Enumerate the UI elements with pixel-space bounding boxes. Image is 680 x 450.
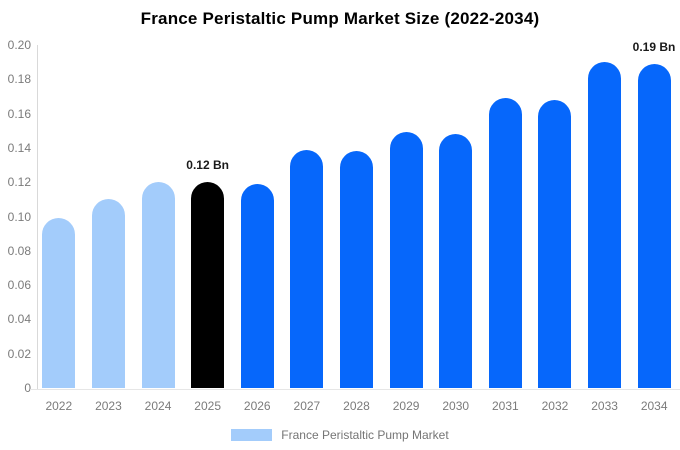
x-axis-line	[30, 389, 680, 390]
legend-label: France Peristaltic Pump Market	[281, 428, 449, 442]
y-tick-label-0.12: 0.12	[7, 175, 31, 190]
y-tick-label-0.20: 0.20	[7, 38, 31, 52]
legend-swatch	[231, 429, 273, 441]
y-axis-line	[37, 45, 38, 389]
y-tick-label-0.10: 0.10	[7, 209, 31, 224]
bar-2029[interactable]	[389, 132, 423, 388]
bar-2028[interactable]	[340, 151, 373, 388]
x-tick-label-2034: 2034	[640, 399, 668, 413]
chart-title: France Peristaltic Pump Market Size (202…	[140, 9, 540, 28]
y-tick-label-0.06: 0.06	[7, 278, 31, 293]
legend[interactable]: France Peristaltic Pump Market	[0, 426, 680, 444]
bar-2024[interactable]	[141, 182, 175, 388]
x-tick-label-2033: 2033	[591, 399, 618, 413]
bar-2023[interactable]	[91, 199, 125, 388]
x-tick-label-2023: 2023	[95, 399, 122, 413]
x-tick-label-2025: 2025	[194, 399, 221, 413]
bar-2032[interactable]	[538, 99, 572, 388]
y-tick-label-0.08: 0.08	[7, 243, 31, 258]
y-tick-label-0.16: 0.16	[7, 106, 31, 121]
bar-2026[interactable]	[240, 183, 274, 388]
bar-2027[interactable]	[290, 149, 324, 388]
y-tick-label-0: 0	[24, 381, 31, 395]
x-tick-label-2030: 2030	[442, 399, 470, 413]
bar-2025[interactable]	[191, 182, 225, 388]
annotation-2034: 0.19 Bn	[632, 39, 676, 54]
bar-2031[interactable]	[488, 98, 522, 388]
bar-2034[interactable]	[637, 63, 671, 388]
bar-2022[interactable]	[42, 218, 76, 388]
x-tick-label-2027: 2027	[293, 399, 321, 413]
x-tick-label-2028: 2028	[343, 399, 370, 413]
y-tick-label-0.04: 0.04	[7, 312, 31, 327]
y-tick-label-0.02: 0.02	[7, 346, 31, 361]
y-tick-label-0.14: 0.14	[7, 140, 31, 155]
x-tick-label-2024: 2024	[144, 399, 172, 413]
x-tick-label-2031: 2031	[491, 399, 519, 413]
x-tick-label-2032: 2032	[541, 399, 569, 413]
y-tick-label-0.18: 0.18	[7, 72, 31, 87]
x-tick-label-2029: 2029	[392, 399, 420, 413]
bar-2030[interactable]	[439, 134, 473, 388]
x-tick-label-2026: 2026	[243, 399, 271, 413]
x-tick-label-2022: 2022	[45, 399, 73, 413]
annotation-2025: 0.12 Bn	[186, 158, 229, 173]
bar-2033[interactable]	[588, 62, 622, 388]
